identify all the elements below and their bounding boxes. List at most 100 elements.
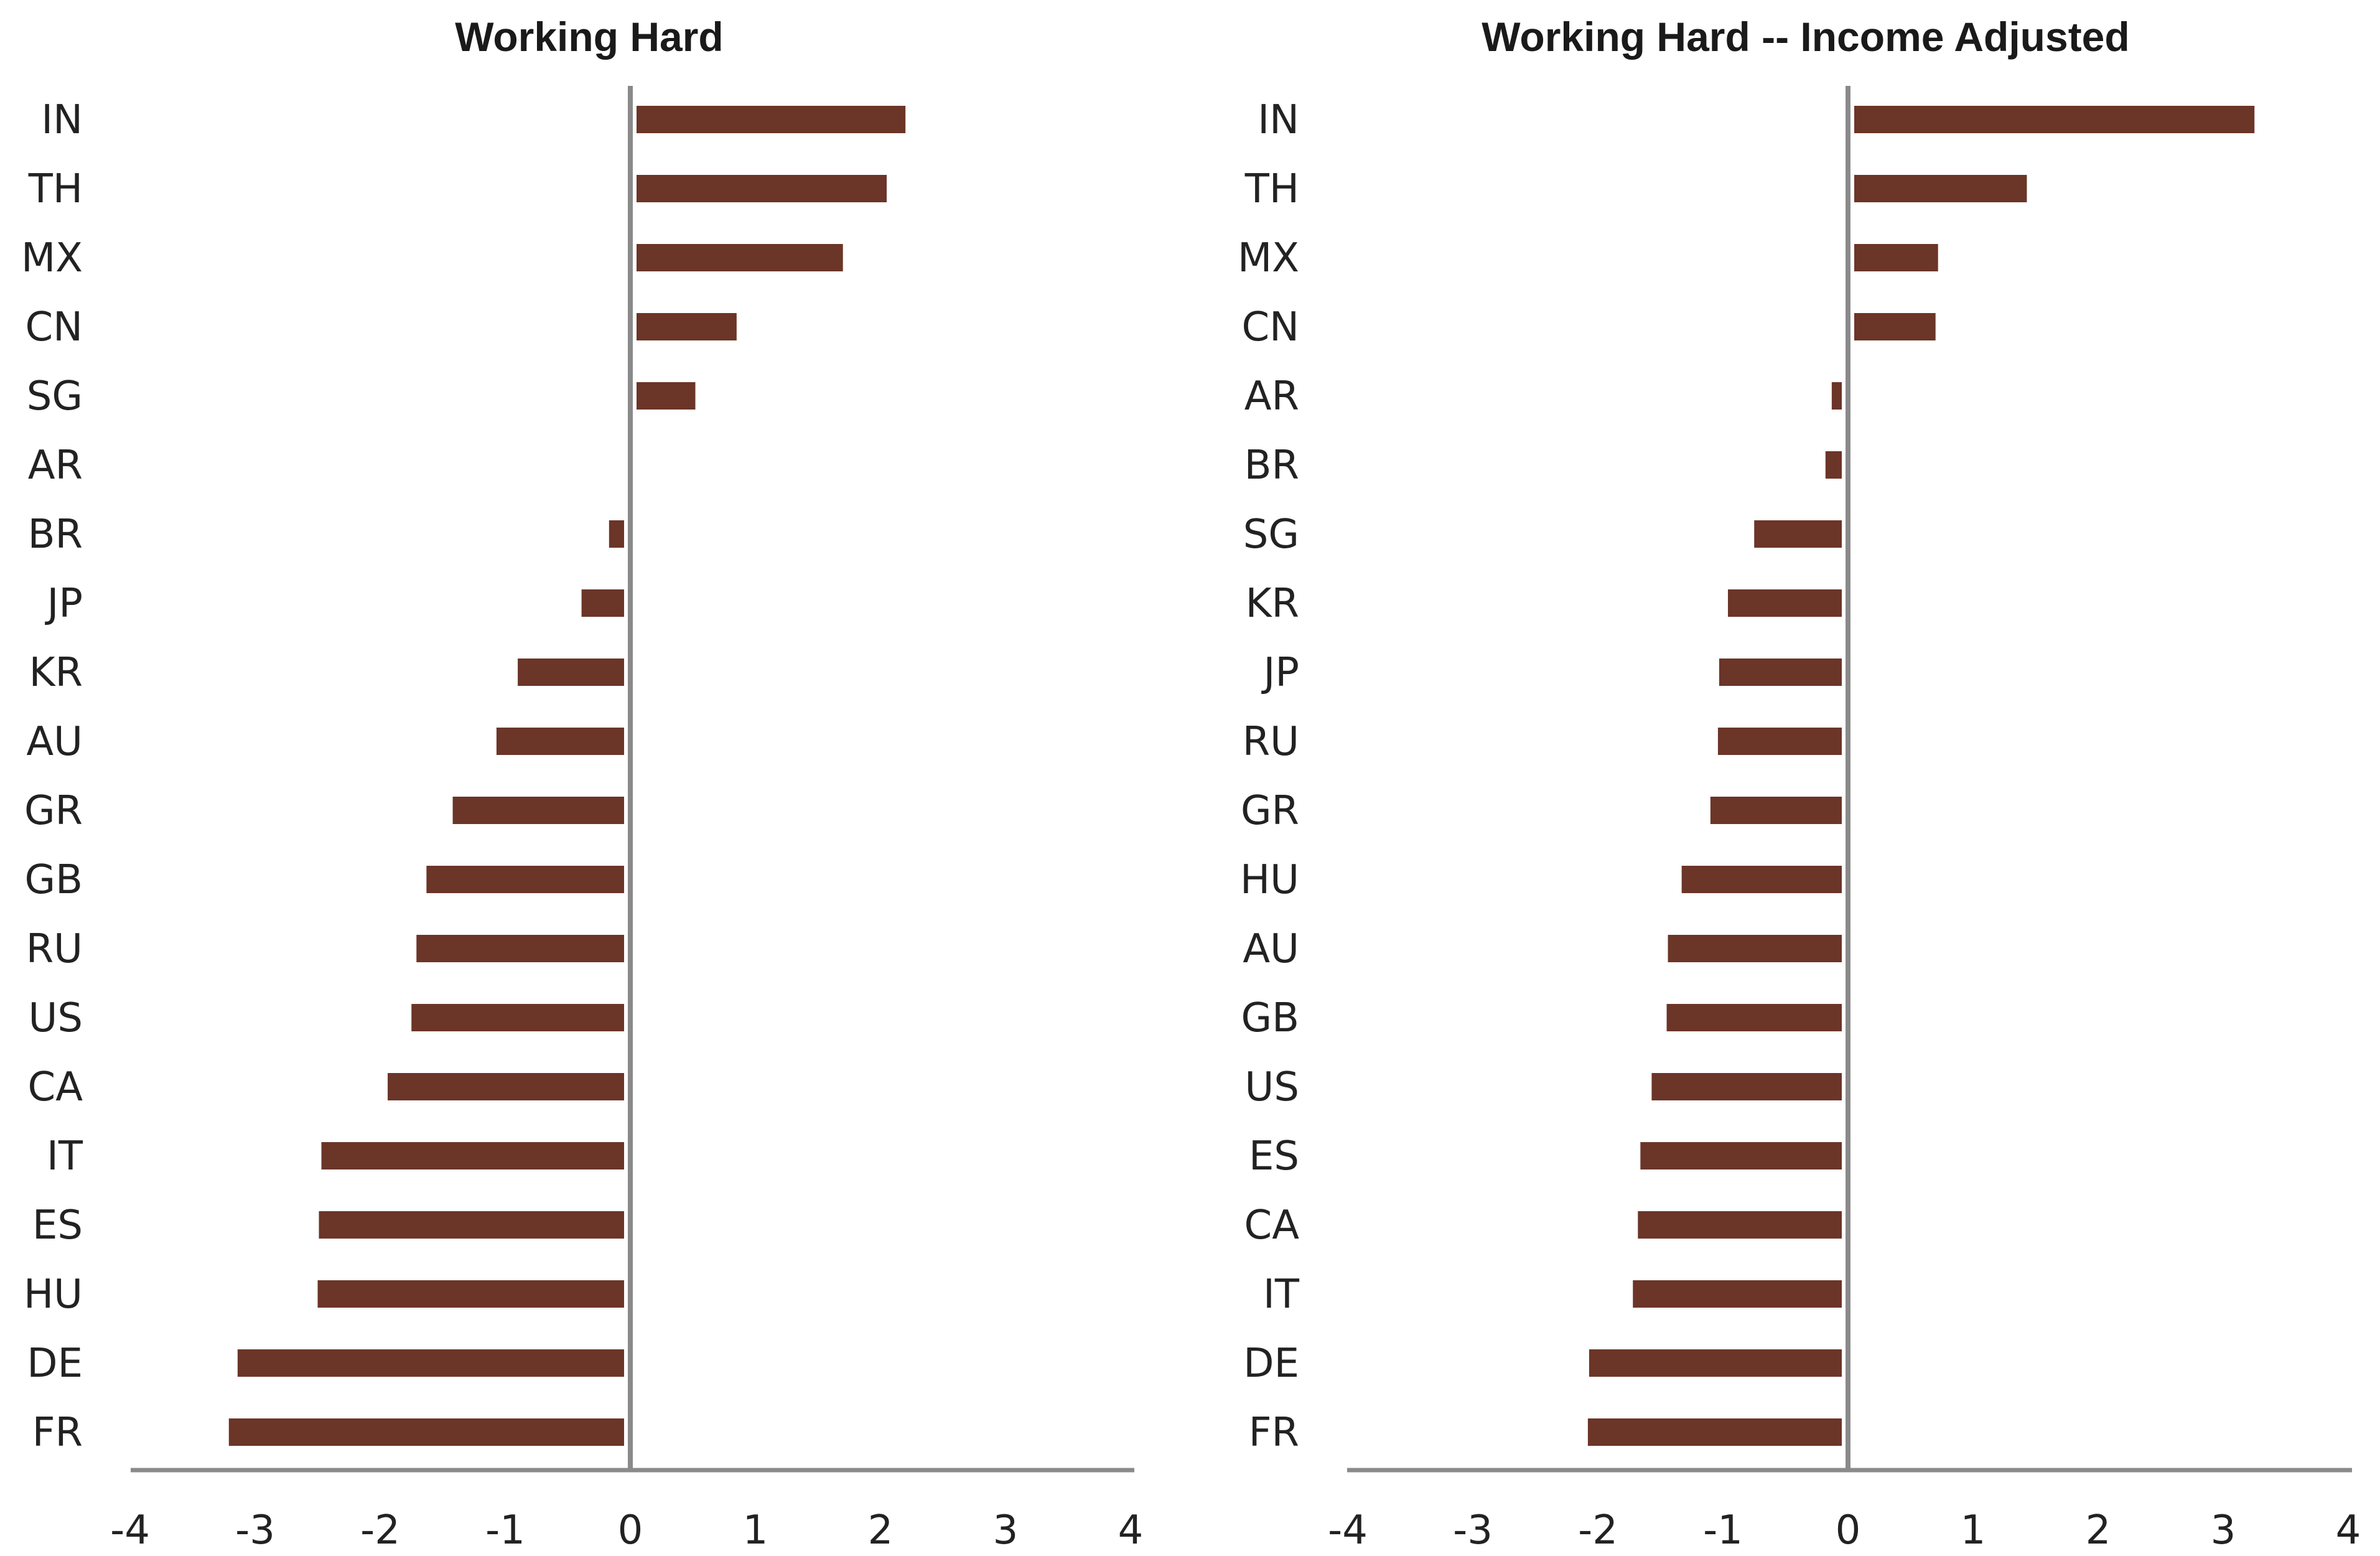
category-label: CN (25, 304, 83, 350)
category-label: CN (1241, 304, 1299, 350)
bar-de (237, 1349, 624, 1377)
chart-title: Working Hard -- Income Adjusted (1482, 14, 2129, 60)
x-tick-label: -1 (1703, 1507, 1743, 1554)
category-label: MX (1238, 235, 1299, 281)
chart-panel-working-hard: Working Hard IN TH MX CN SG AR BR JP KR AU GR GB RU U… (21, 14, 1143, 1554)
category-label: RU (1243, 719, 1299, 765)
bar-gr (452, 797, 624, 824)
category-label: HU (24, 1272, 83, 1318)
bar-jp (1719, 658, 1842, 686)
category-label: MX (21, 235, 83, 281)
category-label: FR (1249, 1410, 1299, 1456)
category-label: IT (1263, 1272, 1300, 1318)
category-label: TH (28, 166, 83, 212)
bar-kr (518, 658, 624, 686)
category-label: JP (45, 581, 83, 627)
category-label: SG (1243, 512, 1299, 558)
category-label: GR (1241, 788, 1299, 834)
x-tick-label: 4 (2336, 1507, 2361, 1554)
bar-es (319, 1211, 624, 1239)
bar-gr (1710, 797, 1842, 824)
bar-mx (637, 244, 843, 271)
chart-panel-working-hard-income-adjusted: Working Hard -- Income Adjusted IN TH MX CN… (1238, 14, 2361, 1554)
bar-gb (426, 866, 624, 893)
bar-sg (637, 382, 696, 410)
category-label: KR (1246, 581, 1299, 627)
bar-ca (1638, 1211, 1842, 1239)
category-label: AU (1243, 926, 1299, 972)
x-tick-label: -3 (1453, 1507, 1493, 1554)
category-label: IN (41, 97, 83, 143)
bar-fr (1587, 1418, 1842, 1446)
bar-ru (416, 935, 624, 962)
category-label: US (1245, 1064, 1299, 1110)
category-label: JP (1261, 650, 1299, 696)
bar-th (637, 175, 887, 202)
bar-ca (388, 1073, 624, 1100)
bar-br (609, 520, 624, 548)
category-label: ES (1249, 1133, 1299, 1179)
category-label: CA (1244, 1202, 1300, 1249)
x-tick-label: -2 (1578, 1507, 1618, 1554)
category-label: AU (26, 719, 83, 765)
chart-title: Working Hard (455, 14, 723, 60)
bar-br (1825, 451, 1842, 479)
x-tick-label: 0 (1836, 1507, 1861, 1554)
category-label: ES (32, 1202, 83, 1249)
bar-it (1633, 1280, 1842, 1308)
bar-ar (1831, 382, 1842, 410)
bar-hu (317, 1280, 624, 1308)
bar-de (1589, 1349, 1842, 1377)
bar-es (1640, 1142, 1842, 1169)
bar-th (1854, 175, 2027, 202)
x-tick-label: 3 (2211, 1507, 2236, 1554)
category-label: GR (24, 788, 83, 834)
category-label: TH (1244, 166, 1299, 212)
x-tick-label: 0 (618, 1507, 643, 1554)
bar-fr (228, 1418, 624, 1446)
bar-in (1854, 106, 2255, 133)
category-label: RU (26, 926, 83, 972)
bar-au (1668, 935, 1842, 962)
x-tick-label: -1 (485, 1507, 525, 1554)
bar-cn (637, 313, 737, 340)
x-tick-label: -2 (360, 1507, 400, 1554)
bar-mx (1854, 244, 1938, 271)
bar-us (411, 1004, 624, 1031)
category-label: BR (1244, 443, 1299, 489)
bar-cn (1854, 313, 1936, 340)
category-label: IN (1258, 97, 1299, 143)
category-label: DE (1243, 1341, 1299, 1387)
bar-in (637, 106, 906, 133)
bar-hu (1681, 866, 1842, 893)
x-tick-label: 3 (993, 1507, 1019, 1554)
x-tick-label: 2 (868, 1507, 894, 1554)
x-tick-label: -4 (1328, 1507, 1368, 1554)
x-tick-label: 4 (1118, 1507, 1144, 1554)
category-label: IT (47, 1133, 83, 1179)
category-label: SG (27, 373, 83, 419)
category-label: DE (27, 1341, 83, 1387)
bar-us (1651, 1073, 1842, 1100)
x-tick-label: -4 (110, 1507, 150, 1554)
bar-sg (1754, 520, 1842, 548)
category-label: CA (28, 1064, 83, 1110)
category-label: US (29, 995, 83, 1041)
bar-ru (1717, 728, 1842, 755)
bar-gb (1666, 1004, 1842, 1031)
category-label: AR (1244, 373, 1299, 419)
x-tick-label: 1 (1961, 1507, 1986, 1554)
category-label: HU (1240, 857, 1299, 903)
category-label: AR (28, 443, 83, 489)
x-tick-label: 1 (743, 1507, 768, 1554)
category-label: BR (28, 512, 83, 558)
bar-jp (581, 589, 624, 617)
bar-kr (1728, 589, 1842, 617)
bar-au (496, 728, 624, 755)
x-tick-label: -3 (235, 1507, 275, 1554)
category-label: KR (29, 650, 83, 696)
bar-it (321, 1142, 624, 1169)
category-label: GB (25, 857, 83, 903)
category-label: FR (32, 1410, 83, 1456)
x-tick-label: 2 (2086, 1507, 2111, 1554)
